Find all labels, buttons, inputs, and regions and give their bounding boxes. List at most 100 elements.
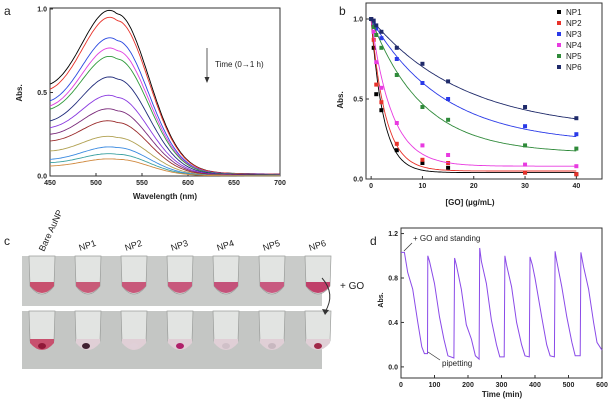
data-point-NP6 [369,17,374,21]
data-point-NP2 [394,141,399,146]
data-point-NP6 [446,79,451,84]
data-point-NP5 [379,45,384,50]
chart-b-y-tick-label: 0.5 [353,97,363,104]
tube-pellet [222,343,230,349]
fit-line-NP2 [370,18,577,172]
chart-d-y-tick-label: 0.4 [388,320,398,327]
data-point-NP4 [379,85,384,90]
spectrum-line [49,158,280,177]
tube-label: NP6 [308,238,328,253]
chart-b-x-tick-label: 10 [419,183,427,190]
tube-label: NP1 [78,238,98,253]
chart-b-x-tick-label: 40 [572,183,580,190]
data-point-NP3 [371,21,376,26]
data-point-NP4 [574,164,579,169]
spectrum-line [49,120,281,176]
data-point-NP2 [523,170,528,175]
tube-solution [122,282,146,293]
data-point-NP6 [394,45,399,50]
tube-pellet [314,343,322,349]
time-annotation: Time (0→1 h) [215,60,264,69]
tube-pellet [130,343,138,349]
data-point-NP5 [394,73,399,77]
chart-a-y-tick-label: 0.5 [37,90,47,97]
data-point-NP1 [371,45,376,50]
tube-solution [76,282,100,293]
data-point-NP6 [420,61,425,66]
chart-d-frame [400,227,603,379]
chart-a-x-tick-label: 550 [136,180,148,187]
legend-label-NP1: NP1 [566,8,582,17]
legend-label-NP5: NP5 [566,52,582,61]
data-point-NP4 [523,162,528,167]
chart-a: 450 500 550 600 650 700 0.0 0.5 1.0 [37,7,286,188]
chart-b-x-tick-label: 20 [470,183,478,190]
tube-label: NP4 [216,238,236,253]
chart-b: 0 10 20 30 40 0.0 0.5 1.0 NP1 NP2 NP3 NP4 NP5 NP6 [353,2,603,190]
tube-label: NP2 [124,238,144,253]
data-point-NP3 [394,57,399,61]
x-axis-label-a: Wavelength (nm) [133,192,197,201]
tube-pellet [268,343,276,349]
spectrum-line [49,37,281,175]
data-point-NP6 [379,29,384,34]
chart-a-x-tick-label: 600 [182,180,194,187]
chart-d-y-tick-label: 0.0 [388,364,398,371]
fit-line-NP1 [370,18,577,174]
spectrum-line [49,9,280,175]
tube-solution [214,282,238,293]
panel-label-c: c [4,234,10,248]
legend-marker-NP4 [557,43,561,47]
data-point-NP5 [374,33,379,37]
data-point-NP1 [420,161,425,165]
tube-label: NP3 [170,238,190,253]
chart-a-x-tick-label: 500 [90,180,102,187]
data-point-NP2 [374,82,379,87]
data-point-NP2 [379,100,384,105]
chart-d-x-tick-label: 0 [399,382,403,389]
spectrum-line [50,153,280,177]
legend-marker-NP6 [557,65,561,69]
chart-d: 0 100 200 300 400 500 600 0.0 0.4 0.8 1.2 [388,227,608,389]
panel-label-a: a [4,4,11,18]
plus-go-label: + GO [340,281,364,292]
data-point-NP4 [446,153,451,157]
data-point-NP6 [574,116,579,121]
data-point-NP4 [371,29,376,34]
data-point-NP6 [523,105,528,109]
chart-d-x-tick-label: 400 [529,382,541,389]
chart-a-y-tick-label: 0.0 [37,174,47,181]
go-arrow [321,277,331,313]
spectrum-line [49,135,280,176]
legend-marker-NP1 [557,10,561,14]
y-axis-label-b: Abs. [336,91,345,108]
chart-d-x-tick-label: 100 [429,382,441,389]
data-point-NP4 [374,60,379,65]
photo-c: Bare AuNP NP1 NP2 NP3 NP4 NP5 NP6 [22,208,332,369]
legend-label-NP3: NP3 [566,30,582,39]
data-point-NP5 [574,146,579,151]
data-point-NP5 [446,117,451,122]
legend-label-NP6: NP6 [566,63,582,72]
data-point-NP2 [371,37,376,42]
annotation-pipetting: pipetting [442,359,472,368]
data-point-NP3 [446,97,451,101]
chart-d-y-tick-label: 1.2 [388,231,398,238]
data-point-NP3 [379,36,384,41]
legend-marker-NP2 [557,21,561,25]
panel-label-b: b [339,4,346,18]
data-point-NP1 [446,165,451,170]
chart-a-x-tick-label: 650 [228,180,240,187]
absorbance-line [401,247,603,361]
data-point-NP5 [371,25,376,29]
time-arrow-head [204,77,210,83]
y-axis-label-d: Abs. [378,292,385,307]
chart-b-y-tick-label: 1.0 [353,17,363,24]
y-axis-label-a: Abs. [15,84,24,101]
chart-a-x-tick-label: 700 [274,180,286,187]
fit-line-NP4 [370,18,577,167]
x-axis-label-d: Time (min) [482,390,523,399]
data-point-NP1 [374,92,379,97]
tube-solution [260,282,284,293]
tube-pellet [82,343,90,349]
